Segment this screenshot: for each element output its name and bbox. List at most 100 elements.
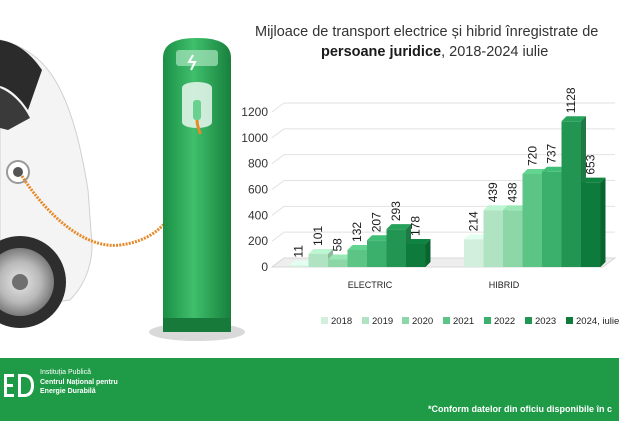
- legend-swatch: [525, 317, 532, 324]
- bar-front: [328, 259, 348, 267]
- legend-swatch: [321, 317, 328, 324]
- legend-item: 2018: [321, 316, 352, 327]
- bar-top: [308, 248, 333, 254]
- bar-top: [561, 116, 586, 122]
- bar-top: [581, 177, 606, 183]
- gridline-side: [271, 102, 285, 113]
- bar-top: [367, 235, 392, 241]
- bar-side: [600, 177, 606, 267]
- y-tick-label: 800: [248, 157, 268, 171]
- data-label: 439: [486, 182, 500, 202]
- legend-label: 2023: [535, 316, 556, 327]
- chart-bars: 11 101 58 132 207 293 178 214 439 438 720 737 1128 65…: [289, 87, 606, 267]
- legend-label: 2022: [494, 316, 515, 327]
- data-label: 438: [506, 182, 520, 202]
- legend-swatch: [484, 317, 491, 324]
- bar-front: [406, 244, 426, 267]
- legend-label: 2020: [412, 316, 433, 327]
- data-label: 101: [311, 226, 325, 246]
- data-label: 11: [292, 245, 306, 258]
- legend-label: 2024, iulie: [576, 316, 619, 327]
- legend-swatch: [402, 317, 409, 324]
- data-label: 214: [467, 211, 481, 231]
- chart-title-line2: persoane juridice, 2018-2024 iulie: [255, 42, 619, 62]
- x-axis-labels: ELECTRIC HIBRID: [348, 280, 520, 290]
- legend-item: 2022: [484, 316, 515, 327]
- y-tick-label: 0: [261, 260, 268, 274]
- logo-icon: [4, 374, 34, 397]
- bar-front: [503, 210, 523, 267]
- gridline-side: [271, 128, 285, 139]
- bar-front: [386, 229, 406, 267]
- bar-front: [347, 249, 367, 267]
- data-label: 293: [389, 201, 403, 221]
- y-tick-label: 600: [248, 183, 268, 197]
- legend-item: 2021: [443, 316, 474, 327]
- data-label: 720: [525, 146, 539, 166]
- data-label: 1128: [564, 87, 578, 113]
- legend-label: 2019: [372, 316, 393, 327]
- chart-title-bold: persoane juridice: [321, 44, 442, 60]
- y-tick-label: 1000: [241, 131, 268, 145]
- bar-top: [347, 244, 372, 250]
- footer-band: Instituția Publică Centrul Național pent…: [0, 358, 619, 421]
- x-category-label: ELECTRIC: [348, 280, 393, 290]
- data-label: 58: [331, 238, 345, 252]
- chart-title: Mijloace de transport electrice și hibri…: [255, 22, 619, 62]
- legend-swatch: [443, 317, 450, 324]
- gridline-side: [271, 180, 285, 190]
- bar: 101: [308, 226, 333, 267]
- gridline-side: [271, 154, 285, 165]
- legend-swatch: [362, 317, 369, 324]
- charging-cable: [20, 131, 202, 247]
- bar-top: [328, 254, 353, 260]
- footer-note: *Conform datelor din oficiu disponibile …: [428, 404, 613, 414]
- data-label: 207: [370, 212, 384, 232]
- bar-top: [503, 205, 528, 211]
- bar-front: [522, 174, 542, 267]
- footer-org-line2: Centrul Național pentru: [40, 378, 118, 386]
- bar-top: [289, 260, 314, 266]
- gridline-side: [271, 205, 285, 216]
- legend-item: 2024, iulie: [566, 316, 619, 327]
- y-tick-label: 200: [248, 234, 268, 248]
- y-axis-ticks: 0 200 400 600 800 1000 1200: [241, 105, 268, 274]
- bar-top: [483, 205, 508, 211]
- bar-front: [542, 171, 562, 267]
- y-tick-label: 400: [248, 208, 268, 222]
- footer-org-line1: Instituția Publică: [40, 369, 91, 376]
- electric-car-icon: [0, 39, 93, 328]
- gridline-side: [271, 231, 285, 242]
- legend-label: 2021: [453, 316, 474, 327]
- bar: 293: [386, 201, 411, 267]
- bar: 178: [406, 216, 431, 267]
- bar-top: [522, 169, 547, 174]
- data-label: 653: [584, 154, 598, 174]
- x-category-label: HIBRID: [489, 280, 520, 290]
- bar-top: [406, 239, 431, 245]
- bar-front: [581, 182, 601, 267]
- bar-front: [483, 210, 503, 267]
- bar-front: [367, 240, 387, 267]
- legend-item: 2020: [402, 316, 433, 327]
- legend-item: 2019: [362, 316, 393, 327]
- footer-organization: Instituția Publică Centrul Național pent…: [40, 368, 118, 397]
- data-label: 178: [409, 216, 423, 236]
- bar-top: [386, 224, 411, 230]
- bar-top: [464, 234, 489, 240]
- bar-side: [425, 239, 431, 267]
- legend-swatch: [566, 317, 573, 324]
- footer-org-line3: Energie Durabilă: [40, 388, 96, 395]
- y-tick-label: 1200: [241, 105, 268, 119]
- data-label: 132: [350, 222, 364, 242]
- bar-front: [308, 253, 328, 267]
- chart-title-line1: Mijloace de transport electrice și hibri…: [255, 24, 599, 40]
- bar-top: [542, 166, 567, 172]
- chart-legend: 2018 2019 2020 2021 2022 2023 2024, iulie: [321, 316, 619, 327]
- bar-front: [561, 121, 581, 267]
- legend-label: 2018: [331, 316, 352, 327]
- bar-front: [464, 239, 484, 267]
- charging-station-icon: [149, 38, 245, 341]
